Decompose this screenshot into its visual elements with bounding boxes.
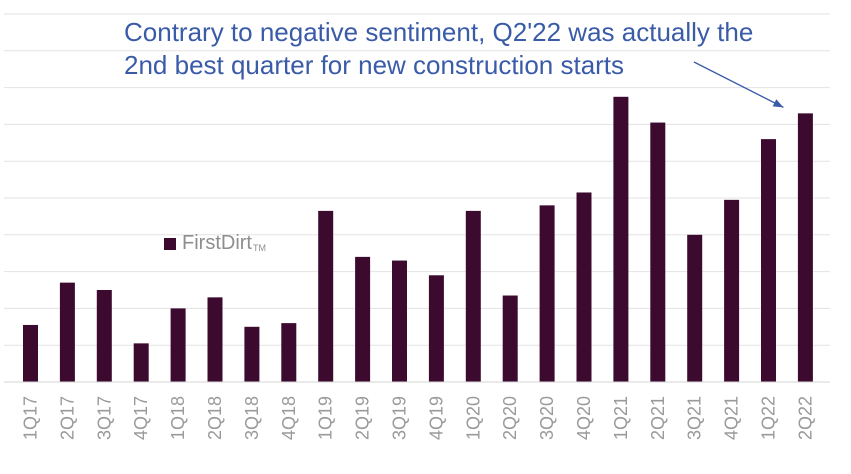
bar-4q19 (428, 275, 444, 382)
bar-4q17 (133, 343, 149, 382)
x-tick-label: 3Q18 (242, 396, 262, 440)
bar-2q18 (207, 297, 223, 382)
bar-2q21 (650, 122, 666, 382)
arrow-shaft (693, 61, 784, 108)
bar-3q17 (96, 290, 112, 382)
bar-3q20 (539, 205, 555, 382)
bar-2q19 (355, 256, 371, 382)
legend-trademark: TM (252, 242, 266, 253)
x-tick-label: 4Q18 (279, 396, 299, 440)
x-tick-label: 1Q17 (21, 396, 41, 440)
bar-2q17 (59, 282, 75, 382)
x-tick-label: 1Q21 (611, 396, 631, 440)
bar-3q21 (687, 234, 703, 382)
legend-label: FirstDirt (182, 232, 252, 254)
annotation-line-1: Contrary to negative sentiment, Q2'22 wa… (124, 17, 754, 47)
legend-swatch (164, 237, 176, 250)
bars (23, 96, 813, 383)
x-tick-label: 2Q19 (353, 396, 373, 440)
x-tick-label: 1Q19 (316, 396, 336, 440)
bar-4q21 (724, 199, 740, 382)
annotation-text: Contrary to negative sentiment, Q2'22 wa… (124, 16, 824, 82)
bar-1q20 (465, 210, 481, 382)
annotation-arrow (693, 61, 784, 108)
legend: FirstDirt TM (164, 232, 266, 255)
x-tick-label: 4Q19 (426, 396, 446, 440)
x-tick-label: 1Q22 (759, 396, 779, 440)
bar-1q22 (761, 139, 776, 382)
x-tick-label: 1Q18 (168, 396, 188, 440)
x-tick-label: 4Q20 (574, 396, 594, 440)
bar-1q19 (318, 210, 334, 382)
x-tick-label: 2Q17 (57, 396, 77, 440)
bar-4q18 (281, 323, 297, 382)
x-tick-label: 2Q20 (500, 396, 520, 440)
bar-2q20 (502, 295, 518, 382)
bar-2q22 (797, 113, 813, 383)
arrow-head (772, 99, 784, 108)
x-tick-label: 3Q19 (390, 396, 410, 440)
x-tick-label: 3Q20 (537, 396, 557, 440)
bar-1q21 (613, 96, 629, 383)
bar-4q20 (576, 192, 592, 382)
x-tick-label: 3Q21 (685, 396, 705, 440)
x-tick-label: 4Q17 (131, 396, 151, 440)
x-tick-label: 2Q22 (795, 396, 815, 440)
bar-1q18 (170, 308, 186, 382)
bar-1q17 (23, 324, 38, 382)
bar-3q18 (244, 326, 260, 382)
x-tick-label: 4Q21 (722, 396, 742, 440)
x-tick-label: 1Q20 (463, 396, 483, 440)
x-tick-label: 2Q21 (648, 396, 668, 440)
x-tick-label: 2Q18 (205, 396, 225, 440)
x-tick-label: 3Q17 (94, 396, 114, 440)
annotation-line-2: 2nd best quarter for new construction st… (124, 50, 625, 80)
x-tick-labels: 1Q17 2Q17 3Q17 4Q17 1Q18 2Q18 3Q18 4Q18 1Q19 2Q19… (21, 396, 816, 440)
bar-3q19 (392, 260, 407, 382)
